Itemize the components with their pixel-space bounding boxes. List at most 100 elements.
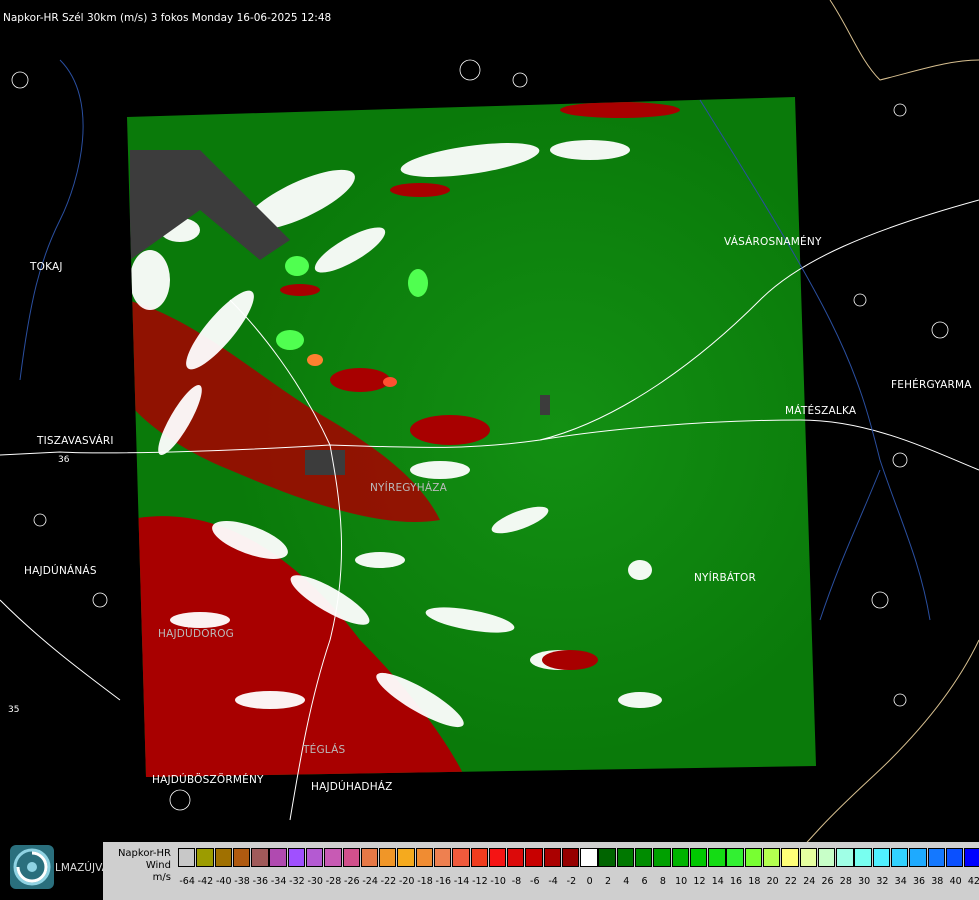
legend-tick: -6 — [530, 876, 540, 887]
legend-swatch — [507, 848, 525, 867]
wind-legend: Napkor-HR Wind m/s -64 -42 -40 -38 -36 -34 -32… — [103, 842, 979, 900]
legend-tick: 2 — [604, 876, 611, 887]
legend-tick: 6 — [641, 876, 648, 887]
legend-tick: -8 — [511, 876, 522, 887]
legend-swatch — [433, 848, 452, 867]
legend-tick: 0 — [586, 876, 593, 887]
legend-swatch — [379, 848, 397, 867]
city-label-lmazujvar: LMAZÚJVÁR — [55, 862, 117, 874]
napkor-logo-icon — [10, 845, 54, 889]
legend-swatch — [580, 848, 598, 867]
legend-swatch — [214, 848, 232, 867]
legend-swatch — [744, 848, 763, 867]
legend-tick: 42 — [967, 876, 979, 887]
legend-label-line2: Wind — [145, 860, 171, 871]
legend-tick: 12 — [693, 876, 706, 887]
legend-swatch — [488, 848, 507, 867]
legend-tick: 16 — [730, 876, 743, 887]
legend-tick: 4 — [623, 876, 630, 887]
legend-tick: -30 — [307, 876, 323, 887]
legend-tick: -42 — [197, 876, 214, 887]
legend-swatch — [781, 848, 799, 867]
legend-tick: 18 — [748, 876, 761, 887]
legend-swatch — [653, 848, 671, 867]
legend-swatch — [452, 848, 470, 867]
legend-swatch — [763, 848, 781, 867]
legend-swatch — [342, 848, 360, 867]
legend-swatch — [708, 848, 726, 867]
legend-tick: -20 — [398, 876, 415, 887]
city-label-mateszalka: MÁTÉSZALKA — [785, 405, 857, 417]
legend-swatch — [525, 848, 543, 867]
legend-tick: -32 — [289, 876, 305, 887]
legend-tick: 40 — [949, 876, 962, 887]
legend-swatch — [287, 848, 306, 867]
legend-tick: -16 — [435, 876, 452, 887]
legend-label: Napkor-HR Wind m/s — [107, 848, 171, 884]
legend-swatch — [415, 848, 434, 867]
legend-swatch — [635, 848, 653, 867]
legend-tick: 20 — [766, 876, 779, 887]
legend-swatch — [616, 848, 635, 867]
legend-swatch — [945, 848, 964, 867]
legend-tick: 38 — [931, 876, 944, 887]
legend-tick: 8 — [659, 876, 666, 887]
legend-swatch — [251, 848, 269, 867]
legend-tick: -64 — [179, 876, 195, 887]
legend-tick: 10 — [675, 876, 688, 887]
legend-swatch — [817, 848, 836, 867]
legend-swatch — [196, 848, 214, 867]
legend-swatch — [269, 848, 287, 867]
legend-swatch — [543, 848, 562, 867]
legend-tick: -4 — [548, 876, 558, 887]
legend-swatch — [927, 848, 945, 867]
road-number-35: 35 — [8, 705, 19, 715]
legend-tick: -40 — [215, 876, 232, 887]
legend-tick: -10 — [490, 876, 506, 887]
legend-swatch — [872, 848, 891, 867]
city-label-fehergyarmat: FEHÉRGYARMA — [891, 379, 972, 391]
legend-tick: 22 — [784, 876, 797, 887]
legend-tick: -38 — [234, 876, 250, 887]
legend-tick: 24 — [803, 876, 816, 887]
city-label-tiszavasvari: TISZAVASVÁRI — [37, 435, 114, 447]
legend-tick: 32 — [876, 876, 889, 887]
legend-tick: -36 — [252, 876, 269, 887]
legend-tick: -2 — [566, 876, 577, 887]
city-label-teglas: TÉGLÁS — [303, 744, 346, 756]
legend-tick: 34 — [894, 876, 907, 887]
city-label-tokaj: TOKAJ — [30, 261, 63, 273]
legend-tick: -24 — [362, 876, 378, 887]
legend-tick: 36 — [912, 876, 926, 887]
legend-swatch — [964, 848, 979, 867]
legend-swatch — [360, 848, 379, 867]
legend-label-line1: Napkor-HR — [117, 848, 171, 859]
legend-swatch — [232, 848, 251, 867]
legend-ticks: -64 -42 -40 -38 -36 -34 -32 -30 -28 -26 -24 -22 -20-… — [178, 876, 979, 887]
legend-swatch — [470, 848, 488, 867]
legend-swatch — [689, 848, 708, 867]
radar-echo-area — [127, 97, 816, 777]
legend-label-line3: m/s — [152, 872, 171, 883]
legend-swatches — [178, 848, 979, 867]
legend-tick: -34 — [270, 876, 287, 887]
city-label-vasarosnameny: VÁSÁROSNAMÉNY — [724, 236, 822, 248]
legend-tick: -26 — [344, 876, 360, 887]
legend-swatch — [178, 848, 196, 867]
legend-tick: -14 — [453, 876, 470, 887]
legend-tick: -12 — [472, 876, 488, 887]
road-number-36: 36 — [58, 455, 70, 465]
legend-swatch — [561, 848, 580, 867]
city-label-hajdudorog: HAJDÚDOROG — [158, 628, 234, 640]
city-label-nyiregyhaza: NYÍREGYHÁZA — [370, 482, 447, 494]
legend-swatch — [854, 848, 872, 867]
city-label-nyirbator: NYÍRBÁTOR — [694, 572, 757, 584]
legend-tick: -18 — [417, 876, 433, 887]
legend-tick: 26 — [821, 876, 834, 887]
legend-tick: 30 — [858, 876, 871, 887]
legend-swatch — [671, 848, 689, 867]
legend-tick: 28 — [839, 876, 852, 887]
legend-swatch — [305, 848, 324, 867]
legend-swatch — [324, 848, 342, 867]
